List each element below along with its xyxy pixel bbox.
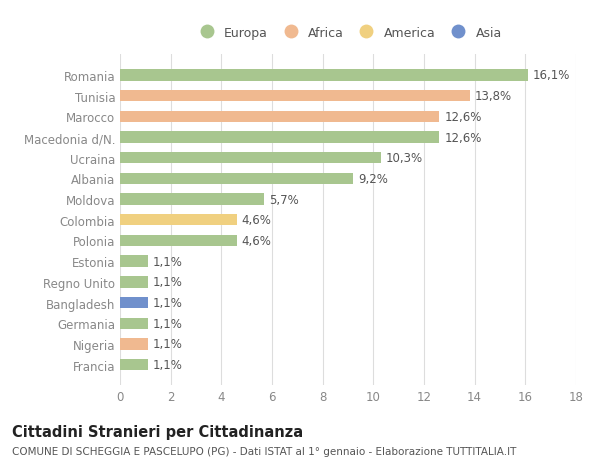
Bar xyxy=(120,194,265,205)
Bar xyxy=(120,339,148,350)
Text: 1,1%: 1,1% xyxy=(153,297,183,309)
Bar xyxy=(120,112,439,123)
Legend: Europa, Africa, America, Asia: Europa, Africa, America, Asia xyxy=(189,22,507,45)
Text: 10,3%: 10,3% xyxy=(386,152,423,165)
Text: 4,6%: 4,6% xyxy=(242,214,271,227)
Text: 1,1%: 1,1% xyxy=(153,276,183,289)
Bar xyxy=(120,277,148,288)
Text: 13,8%: 13,8% xyxy=(475,90,512,103)
Bar xyxy=(120,70,528,81)
Text: 9,2%: 9,2% xyxy=(358,173,388,185)
Bar xyxy=(120,235,236,246)
Bar xyxy=(120,256,148,267)
Text: 1,1%: 1,1% xyxy=(153,317,183,330)
Text: 5,7%: 5,7% xyxy=(269,193,299,206)
Bar xyxy=(120,91,470,102)
Bar xyxy=(120,153,381,164)
Text: 1,1%: 1,1% xyxy=(153,338,183,351)
Text: 12,6%: 12,6% xyxy=(444,131,482,144)
Bar xyxy=(120,297,148,308)
Text: 16,1%: 16,1% xyxy=(533,69,571,82)
Bar xyxy=(120,215,236,226)
Bar xyxy=(120,359,148,370)
Text: 4,6%: 4,6% xyxy=(242,235,271,247)
Text: 1,1%: 1,1% xyxy=(153,255,183,268)
Text: COMUNE DI SCHEGGIA E PASCELUPO (PG) - Dati ISTAT al 1° gennaio - Elaborazione TU: COMUNE DI SCHEGGIA E PASCELUPO (PG) - Da… xyxy=(12,446,517,456)
Text: 12,6%: 12,6% xyxy=(444,111,482,123)
Bar xyxy=(120,318,148,329)
Bar xyxy=(120,132,439,143)
Bar xyxy=(120,174,353,185)
Text: 1,1%: 1,1% xyxy=(153,358,183,371)
Text: Cittadini Stranieri per Cittadinanza: Cittadini Stranieri per Cittadinanza xyxy=(12,425,303,440)
